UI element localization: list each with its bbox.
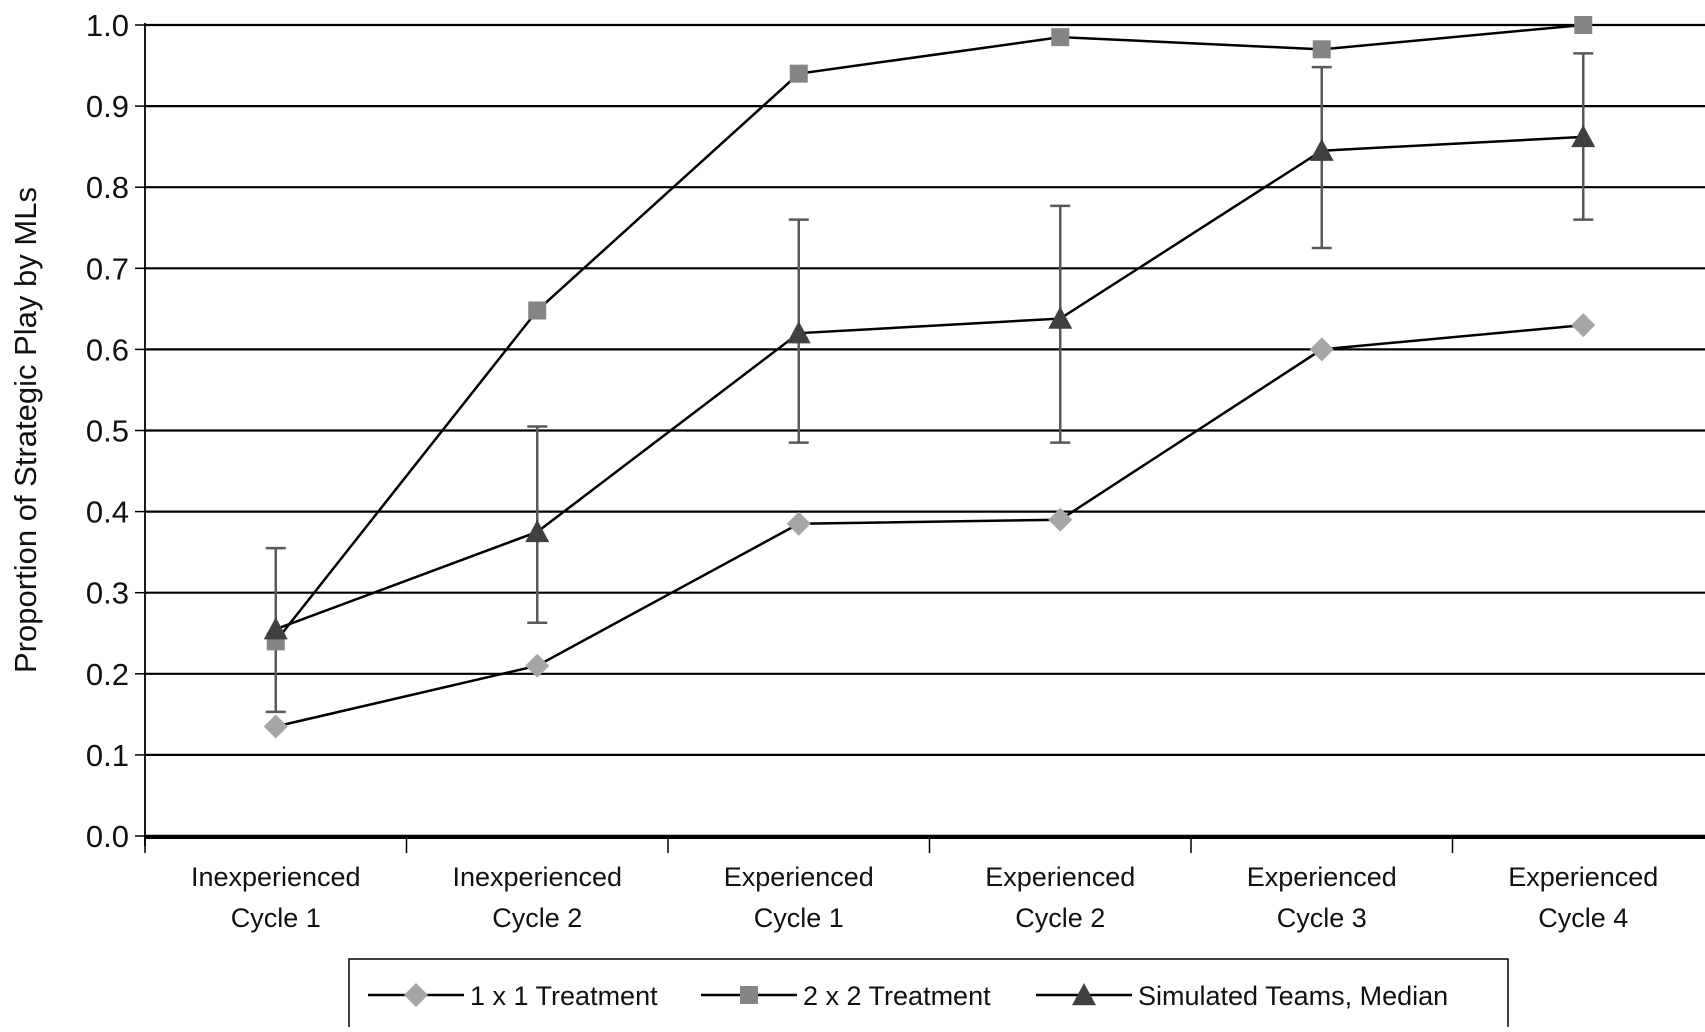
series-simulated-teams-point — [1048, 306, 1073, 329]
legend-marker — [404, 983, 428, 1007]
series-lines — [274, 23, 1584, 728]
legend-marker — [1072, 983, 1096, 1006]
x-tick-label: Experienced Cycle 1 — [724, 862, 874, 933]
y-tick-label: 0.8 — [86, 170, 129, 205]
x-tick-label: Experienced Cycle 4 — [1508, 862, 1658, 933]
series-2x2-treatment-point — [1574, 16, 1593, 34]
y-tick-label: 0.2 — [86, 657, 129, 692]
y-tick-label: 1.0 — [86, 8, 129, 43]
gridlines — [145, 23, 1705, 838]
x-tick-label: Inexperienced Cycle 1 — [191, 862, 361, 933]
series-1x1-treatment-point — [525, 653, 550, 678]
series-simulated-teams-point — [786, 321, 811, 344]
legend-marker — [740, 986, 758, 1004]
series-2x2-treatment-point — [1312, 40, 1331, 59]
legend-label: Simulated Teams, Median — [1138, 981, 1448, 1011]
axes — [135, 23, 1705, 853]
series-1x1-treatment-point — [786, 511, 811, 536]
y-tick-labels: 0.0 0.1 0.2 0.3 0.4 0.5 0.6 0.7 0.8 0.9 1.0 — [86, 8, 129, 854]
legend-items: 1 x 1 Treatment 2 x 2 Treatment Simulated … — [368, 981, 1448, 1011]
legend-label: 1 x 1 Treatment — [470, 981, 658, 1011]
y-axis-label: Proportion of Strategic Play by MLs — [8, 187, 43, 673]
x-tick-label: Experienced Cycle 2 — [985, 862, 1135, 933]
series-2x2-treatment-line — [274, 23, 1584, 643]
series-simulated-teams-line — [275, 135, 1584, 631]
y-tick-label: 0.0 — [86, 819, 129, 854]
y-tick-label: 0.6 — [86, 332, 129, 367]
series-2x2-treatment-point — [789, 64, 808, 83]
y-tick-label: 0.4 — [86, 495, 129, 530]
legend-box — [348, 958, 1509, 1032]
y-tick-label: 0.3 — [86, 576, 129, 611]
legend-label: 2 x 2 Treatment — [803, 981, 991, 1011]
series-1x1-treatment-line — [275, 323, 1584, 728]
legend: 1 x 1 Treatment 2 x 2 Treatment Simulated … — [348, 958, 1509, 1032]
series-1x1-treatment-point — [1309, 337, 1334, 362]
x-tick-labels: Inexperienced Cycle 1 Inexperienced Cycle 2… — [191, 862, 1658, 933]
y-tick-label: 0.5 — [86, 414, 129, 449]
series-simulated-teams-point — [1309, 138, 1334, 161]
data-markers — [263, 16, 1596, 739]
series-1x1-treatment-point — [1048, 507, 1073, 532]
y-tick-label: 0.9 — [86, 89, 129, 124]
series-2x2-treatment-point — [1051, 28, 1070, 47]
x-tick-label: Inexperienced Cycle 2 — [452, 862, 622, 933]
series-1x1-treatment-point — [1571, 313, 1596, 338]
series-simulated-teams-point — [263, 617, 288, 640]
x-tick-label: Experienced Cycle 3 — [1247, 862, 1397, 933]
y-tick-label: 0.1 — [86, 738, 129, 773]
series-simulated-teams-point — [525, 519, 550, 543]
series-1x1-treatment-point — [263, 714, 288, 739]
y-tick-label: 0.7 — [86, 251, 129, 286]
error-bars — [265, 52, 1594, 714]
series-simulated-teams-point — [1571, 124, 1596, 148]
series-2x2-treatment-point — [528, 301, 547, 320]
